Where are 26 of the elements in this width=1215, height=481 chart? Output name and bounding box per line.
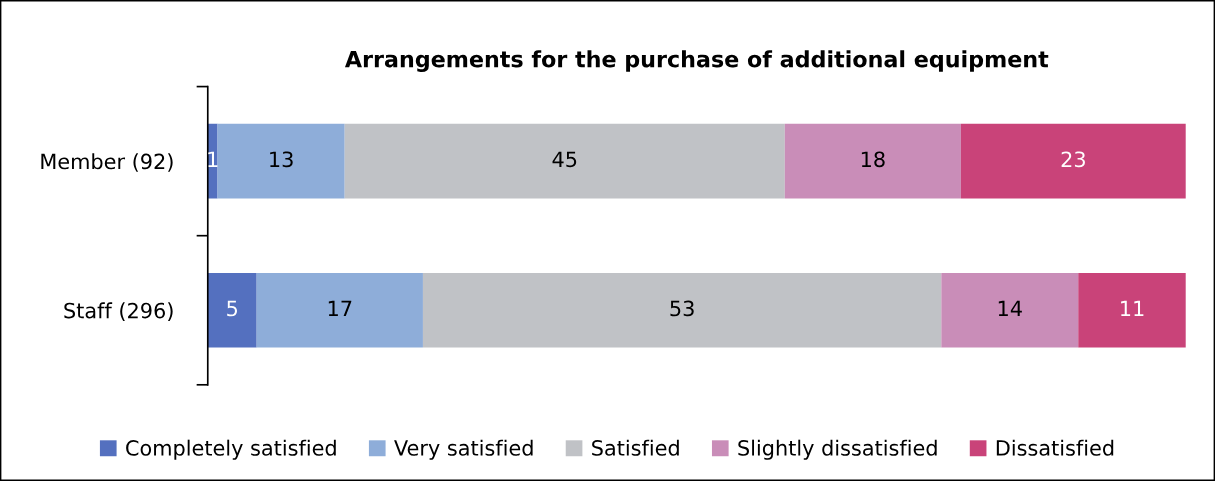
legend-label: Dissatisfied: [996, 439, 1114, 456]
data-label: 11: [1121, 300, 1144, 316]
legend-label: Slightly dissatisfied: [738, 439, 937, 460]
bar: [960, 123, 1186, 199]
legend-label: Completely satisfied: [126, 439, 336, 460]
legend-label: Satisfied: [592, 439, 679, 456]
bar: [1078, 272, 1186, 348]
bar: [207, 272, 257, 348]
legend-label: Very satisfied: [394, 439, 533, 460]
data-label: 5: [227, 300, 238, 317]
data-label: 18: [861, 151, 885, 168]
data-label: 53: [670, 300, 694, 317]
bar: [217, 123, 345, 199]
bar: [256, 272, 423, 348]
y-tick-label: Member (92): [41, 153, 173, 172]
bar: [941, 272, 1079, 348]
data-label: 23: [1061, 151, 1085, 168]
data-label: 17: [328, 300, 352, 316]
bar: [422, 272, 942, 348]
chart-title: Arrangements for the purchase of additional equipment: [344, 50, 1049, 72]
y-tick-label: Staff (296): [64, 302, 173, 321]
data-label: 13: [270, 151, 293, 168]
data-label: 45: [552, 151, 577, 168]
bar: [344, 123, 785, 199]
bar: [784, 123, 961, 199]
data-label: 14: [998, 300, 1022, 316]
